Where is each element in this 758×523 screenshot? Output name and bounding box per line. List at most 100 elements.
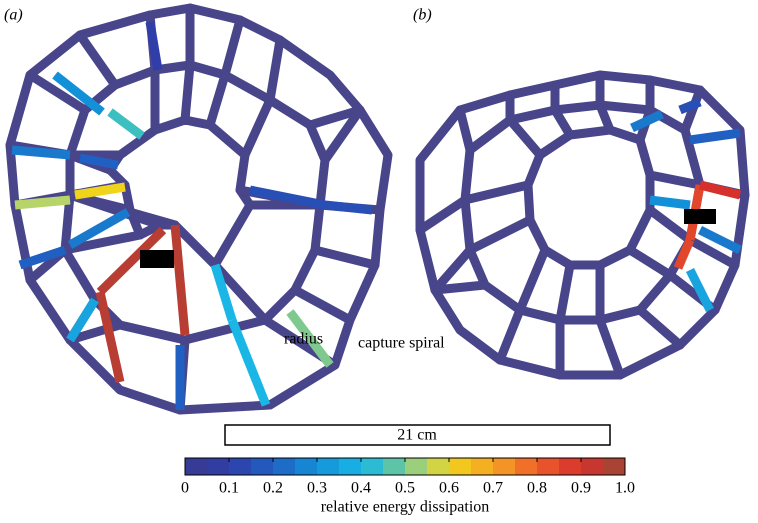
radius-thread — [505, 115, 545, 160]
clamp-marker — [140, 250, 174, 268]
dissipation-segment — [324, 200, 373, 215]
colorbar-cell — [361, 458, 384, 475]
radius-thread — [75, 30, 120, 90]
scale-bar-label: 21 cm — [397, 427, 437, 444]
radius-thread — [240, 95, 275, 160]
colorbar-tick-label: 0.8 — [527, 480, 547, 497]
radius-thread — [430, 245, 475, 295]
highlighted-segments — [11, 21, 743, 410]
radius-thread — [555, 260, 575, 325]
dissipation-segment — [74, 182, 126, 200]
dissipation-segment — [678, 97, 702, 115]
colorbar-cell — [339, 458, 362, 475]
radius-thread — [645, 205, 695, 245]
dissipation-segment — [67, 208, 131, 249]
clamp-marker — [684, 209, 716, 224]
radius-thread — [320, 105, 365, 165]
colorbar: 0 0.1 0.2 0.3 0.4 0.5 0.6 0.7 0.8 0.9 1.0 — [181, 457, 635, 497]
annotation: radius — [284, 331, 323, 348]
panel-label: (a) — [4, 7, 23, 24]
dissipation-segment — [96, 226, 167, 296]
colorbar-tick-label: 0 — [181, 480, 189, 497]
radius-thread — [515, 245, 550, 315]
colorbar-tick-label: 0.4 — [351, 480, 371, 497]
colorbar-cell — [581, 458, 604, 475]
colorbar-tick-label: 0.2 — [263, 480, 283, 497]
dissipation-segment — [210, 263, 237, 322]
colorbar-cell — [471, 458, 494, 475]
radius-thread — [220, 15, 245, 80]
radius-thread — [310, 245, 380, 270]
radius-thread — [60, 230, 145, 255]
colorbar-cell — [383, 458, 406, 475]
colorbar-cell — [207, 458, 230, 475]
dissipation-segment — [689, 128, 741, 145]
dissipation-segment — [11, 145, 71, 160]
dissipation-segment — [249, 185, 326, 210]
dissipation-segment — [227, 318, 271, 407]
radius-thread — [635, 305, 685, 350]
colorbar-cell — [185, 458, 208, 475]
dissipation-segment — [52, 71, 105, 116]
dissipation-segment — [14, 195, 71, 210]
dissipation-segment — [66, 297, 99, 343]
radius-thread — [595, 315, 625, 380]
dissipation-segment — [95, 291, 125, 383]
colorbar-cell — [559, 458, 582, 475]
radius-thread — [25, 70, 90, 115]
spiral-ring — [523, 125, 655, 270]
radius-thread — [465, 215, 535, 255]
colorbar-tick-label: 0.1 — [219, 480, 239, 497]
radius-thread — [625, 245, 675, 280]
dissipation-segment — [18, 245, 67, 270]
radius-thread — [645, 170, 705, 190]
colorbar-cell — [317, 458, 340, 475]
radius-thread — [180, 60, 195, 125]
radius-thread — [265, 35, 285, 105]
radius-thread — [685, 235, 740, 270]
dissipation-segment — [286, 309, 334, 368]
radius-thread — [290, 285, 355, 325]
radius-thread — [305, 105, 365, 130]
radius-thread — [495, 305, 525, 365]
colorbar-cell — [251, 458, 274, 475]
radius-thread — [430, 280, 490, 295]
dissipation-segment — [673, 238, 695, 270]
radius-thread — [210, 260, 270, 325]
colorbar-cell — [427, 458, 450, 475]
colorbar-tick-label: 0.7 — [483, 480, 503, 497]
radius-thread — [455, 105, 475, 155]
colorbar-label: relative energy dissipation — [321, 499, 490, 516]
colorbar-tick-label: 0.3 — [307, 480, 327, 497]
colorbar-tick-label: 1.0 — [615, 480, 635, 497]
dissipation-segment — [697, 225, 743, 255]
colorbar-cell — [273, 458, 296, 475]
colorbar-cell — [295, 458, 318, 475]
radius-thread — [550, 105, 575, 140]
radius-thread — [680, 85, 705, 135]
colorbar-tick-label: 0.9 — [571, 480, 591, 497]
panel-label: (b) — [413, 7, 432, 24]
colorbar-cell — [229, 458, 252, 475]
annotation: capture spiral — [358, 335, 445, 352]
radius-thread — [460, 180, 533, 205]
colorbar-tick-label: 0.6 — [439, 480, 459, 497]
radius-thread — [415, 195, 470, 235]
colorbar-tick-label: 0.5 — [395, 480, 415, 497]
scale-bar — [224, 424, 611, 446]
dissipation-segment — [698, 180, 742, 200]
colorbar-cell — [493, 458, 516, 475]
dissipation-segment — [630, 109, 664, 133]
colorbar-cell — [449, 458, 472, 475]
radius-thread — [205, 70, 230, 130]
dissipation-segment — [79, 153, 119, 170]
dissipation-segment — [170, 224, 190, 336]
colorbar-cell — [537, 458, 560, 475]
dissipation-segment — [649, 195, 691, 210]
dissipation-segment — [685, 267, 715, 313]
dissipation-segment — [107, 108, 145, 140]
dissipation-segment — [145, 21, 163, 71]
colorbar-cell — [405, 458, 428, 475]
